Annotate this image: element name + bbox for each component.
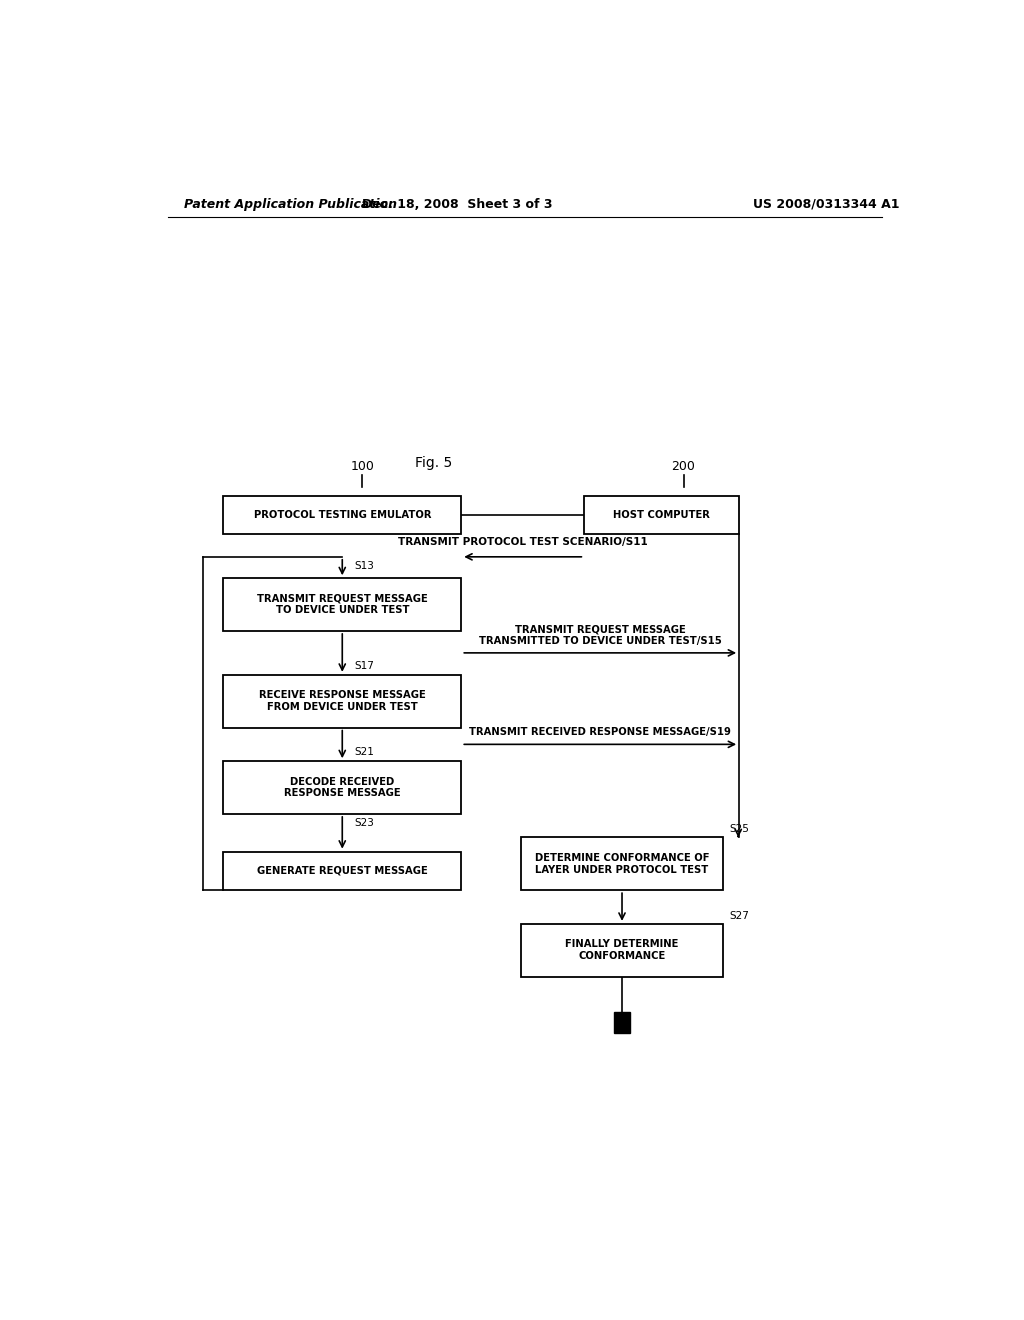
Bar: [614, 1012, 630, 1032]
Text: Fig. 5: Fig. 5: [415, 457, 453, 470]
Text: FINALLY DETERMINE
CONFORMANCE: FINALLY DETERMINE CONFORMANCE: [565, 940, 679, 961]
Bar: [223, 675, 461, 727]
Bar: [223, 762, 461, 814]
Bar: [223, 578, 461, 631]
Text: Patent Application Publication: Patent Application Publication: [183, 198, 396, 211]
Text: S27: S27: [729, 911, 750, 921]
Text: HOST COMPUTER: HOST COMPUTER: [613, 510, 710, 520]
Text: 200: 200: [672, 461, 695, 474]
Bar: [521, 837, 723, 890]
Text: TRANSMIT PROTOCOL TEST SCENARIO/S11: TRANSMIT PROTOCOL TEST SCENARIO/S11: [398, 537, 648, 546]
Text: PROTOCOL TESTING EMULATOR: PROTOCOL TESTING EMULATOR: [254, 510, 431, 520]
Text: S25: S25: [729, 824, 750, 834]
Bar: [223, 496, 461, 535]
Bar: [223, 851, 461, 890]
Text: S21: S21: [354, 747, 374, 758]
Text: TRANSMIT REQUEST MESSAGE
TRANSMITTED TO DEVICE UNDER TEST/S15: TRANSMIT REQUEST MESSAGE TRANSMITTED TO …: [479, 624, 722, 645]
Text: Dec. 18, 2008  Sheet 3 of 3: Dec. 18, 2008 Sheet 3 of 3: [362, 198, 553, 211]
Text: S17: S17: [354, 661, 374, 671]
Text: TRANSMIT RECEIVED RESPONSE MESSAGE/S19: TRANSMIT RECEIVED RESPONSE MESSAGE/S19: [469, 727, 731, 738]
Text: S23: S23: [354, 818, 374, 828]
Bar: [521, 924, 723, 977]
Text: DETERMINE CONFORMANCE OF
LAYER UNDER PROTOCOL TEST: DETERMINE CONFORMANCE OF LAYER UNDER PRO…: [535, 853, 710, 875]
Text: US 2008/0313344 A1: US 2008/0313344 A1: [753, 198, 900, 211]
Text: TRANSMIT REQUEST MESSAGE
TO DEVICE UNDER TEST: TRANSMIT REQUEST MESSAGE TO DEVICE UNDER…: [257, 594, 428, 615]
Text: 100: 100: [350, 461, 374, 474]
Bar: [585, 496, 739, 535]
Text: S13: S13: [354, 561, 374, 570]
Text: RECEIVE RESPONSE MESSAGE
FROM DEVICE UNDER TEST: RECEIVE RESPONSE MESSAGE FROM DEVICE UND…: [259, 690, 426, 711]
Text: GENERATE REQUEST MESSAGE: GENERATE REQUEST MESSAGE: [257, 866, 428, 876]
Text: DECODE RECEIVED
RESPONSE MESSAGE: DECODE RECEIVED RESPONSE MESSAGE: [284, 776, 400, 799]
